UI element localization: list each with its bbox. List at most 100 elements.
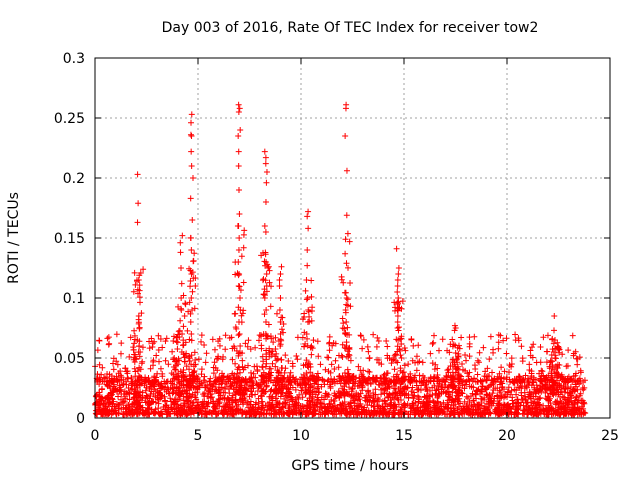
data-point: [344, 230, 351, 237]
data-point: [497, 389, 504, 396]
data-point: [304, 407, 311, 414]
data-point: [151, 338, 158, 345]
data-point: [246, 393, 253, 400]
data-point: [568, 406, 575, 413]
data-point: [317, 361, 324, 368]
data-point: [495, 345, 502, 352]
data-point: [279, 401, 286, 408]
data-point: [410, 342, 417, 349]
data-point: [202, 384, 209, 391]
data-point: [476, 349, 483, 356]
data-point: [185, 354, 192, 361]
data-point: [559, 351, 566, 358]
data-point: [235, 148, 242, 155]
data-point: [136, 324, 143, 331]
data-point: [452, 398, 459, 405]
data-point: [187, 131, 194, 138]
y-tick-label: 0: [76, 411, 85, 427]
data-point: [304, 262, 311, 269]
data-point: [391, 395, 398, 402]
data-point: [289, 363, 296, 370]
data-point: [337, 380, 344, 387]
data-point: [293, 402, 300, 409]
data-point: [99, 364, 106, 371]
data-point: [377, 410, 384, 417]
data-point: [342, 105, 349, 112]
data-point: [394, 283, 401, 289]
data-point: [365, 348, 372, 355]
data-point: [395, 271, 402, 277]
data-point: [421, 403, 428, 410]
data-point: [235, 332, 242, 339]
data-point: [259, 364, 266, 371]
data-point: [129, 385, 136, 392]
data-point: [181, 312, 188, 319]
data-point: [528, 344, 535, 351]
data-point: [162, 357, 169, 364]
x-tick-label: 20: [498, 428, 516, 444]
data-point: [473, 388, 480, 395]
data-point: [405, 361, 412, 368]
data-point: [508, 387, 515, 394]
data-point: [308, 351, 315, 358]
data-point: [342, 250, 349, 257]
data-point: [187, 278, 194, 285]
data-point: [137, 406, 144, 413]
data-point: [537, 394, 544, 401]
data-point: [138, 310, 145, 317]
data-point: [501, 402, 508, 409]
data-point: [187, 319, 194, 325]
data-point: [512, 331, 519, 338]
data-point: [232, 259, 239, 266]
data-point: [210, 399, 217, 406]
data-point: [409, 384, 416, 391]
data-point: [416, 394, 423, 401]
data-point: [552, 355, 559, 362]
data-point: [202, 359, 209, 366]
data-point: [581, 384, 588, 391]
data-point: [364, 343, 371, 350]
data-point: [442, 403, 449, 410]
data-point: [235, 187, 242, 193]
data-point: [551, 327, 558, 334]
data-point: [347, 280, 354, 287]
data-point: [165, 361, 172, 368]
data-point: [338, 273, 345, 280]
data-point: [96, 337, 103, 344]
data-point: [284, 390, 291, 397]
data-point: [190, 175, 197, 181]
data-point: [247, 398, 254, 405]
data-point: [450, 356, 457, 363]
data-point: [518, 392, 525, 399]
data-point: [523, 384, 530, 391]
data-point: [201, 392, 208, 399]
data-point: [139, 344, 146, 351]
data-point: [461, 385, 468, 392]
data-point: [484, 406, 491, 413]
data-point: [427, 350, 434, 357]
data-point: [463, 357, 470, 364]
data-point: [310, 337, 317, 344]
data-point: [135, 200, 142, 207]
data-point: [142, 409, 149, 416]
data-point: [100, 400, 107, 407]
data-point: [433, 406, 440, 413]
data-point: [234, 223, 241, 230]
data-point: [208, 394, 215, 401]
data-point: [162, 406, 169, 413]
data-point: [468, 402, 475, 409]
data-point: [326, 381, 333, 388]
data-point: [267, 303, 274, 310]
data-point: [289, 398, 296, 405]
data-point: [188, 148, 195, 155]
data-point: [306, 398, 313, 405]
data-point: [305, 208, 312, 215]
data-point: [495, 400, 502, 407]
data-point: [245, 337, 252, 344]
data-point: [170, 399, 177, 406]
data-point: [475, 359, 482, 366]
data-point: [178, 280, 185, 287]
data-point: [157, 365, 164, 372]
data-point: [332, 393, 339, 400]
